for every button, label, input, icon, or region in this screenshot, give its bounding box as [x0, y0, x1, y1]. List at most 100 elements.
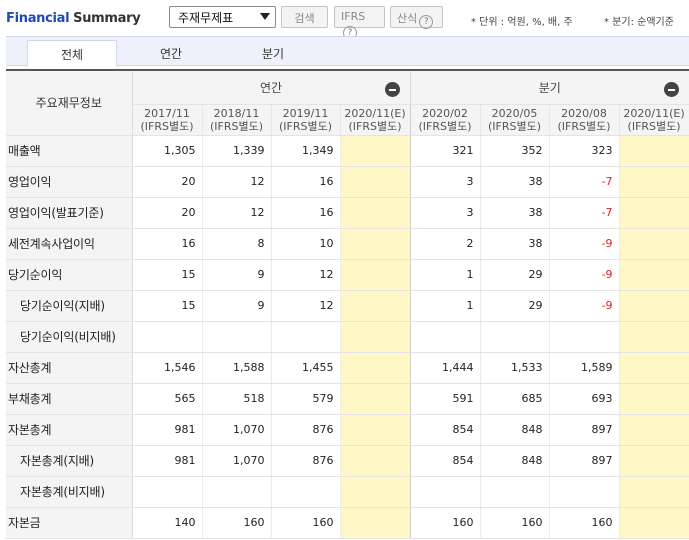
- table-cell: 12: [271, 259, 341, 291]
- table-cell: [340, 414, 411, 446]
- basis-label: (IFRS별도): [488, 119, 542, 133]
- tab-all[interactable]: 전체: [27, 40, 117, 67]
- table-cell: [340, 476, 411, 508]
- table-cell: 876: [271, 414, 341, 446]
- collapse-annual-icon[interactable]: [384, 82, 400, 97]
- table-cell: 160: [410, 507, 481, 539]
- table-cell: 1: [410, 259, 481, 291]
- table-cell: [340, 259, 411, 291]
- table-cell: 352: [480, 135, 550, 167]
- table-cell: [549, 321, 620, 353]
- table-row: 당기순이익(비지배): [6, 321, 689, 353]
- period-label: 2020/11(E): [623, 106, 685, 120]
- table-cell: 876: [271, 445, 341, 477]
- table-cell: 848: [480, 445, 550, 477]
- table-cell: 12: [271, 290, 341, 322]
- table-cell: 12: [202, 197, 272, 229]
- collapse-quarterly-icon[interactable]: [664, 82, 680, 97]
- ifrs-button[interactable]: IFRS?: [334, 6, 385, 40]
- period-column-header: 2020/11(E) (IFRS별도): [340, 104, 411, 136]
- table-cell: 591: [410, 383, 481, 415]
- table-row: 자본총계 981 1,070 876 854 848 897: [6, 414, 689, 446]
- table-cell: [202, 476, 272, 508]
- table-cell: 565: [132, 383, 203, 415]
- table-cell: [619, 476, 689, 508]
- table-cell: [340, 352, 411, 384]
- period-label: 2018/11: [213, 106, 260, 120]
- row-label: 자산총계: [6, 352, 133, 384]
- table-cell: 16: [271, 197, 341, 229]
- quarter-basis-note: * 분기: 순액기준: [604, 17, 674, 28]
- summary-header: Financial Summary 주재무제표 검색 IFRS? 산식? * 단…: [0, 0, 689, 40]
- period-column-header: 2020/05 (IFRS별도): [480, 104, 550, 136]
- table-cell: 16: [271, 166, 341, 198]
- chevron-down-icon: [260, 13, 270, 20]
- search-button[interactable]: 검색: [281, 6, 328, 28]
- annual-group-label: 연간: [259, 80, 283, 95]
- table-cell: 323: [549, 135, 620, 167]
- table-cell: 321: [410, 135, 481, 167]
- unit-note: * 단위 : 억원, %, 배, 주: [471, 17, 573, 28]
- table-cell: [619, 383, 689, 415]
- period-label: 2020/02: [422, 106, 468, 120]
- table-cell: 1,589: [549, 352, 620, 384]
- table-cell: [202, 321, 272, 353]
- row-label: 부채총계: [6, 383, 133, 415]
- table-cell: [549, 476, 620, 508]
- table-cell: 1,349: [271, 135, 341, 167]
- table-row: 세전계속사업이익 16 8 10 2 38 -9: [6, 228, 689, 260]
- row-label: 자본금: [6, 507, 133, 539]
- statement-type-select[interactable]: 주재무제표: [169, 6, 276, 28]
- table-row: 자본총계(비지배): [6, 476, 689, 508]
- statement-type-value: 주재무제표: [178, 11, 234, 25]
- basis-label: (IFRS별도): [348, 119, 402, 133]
- table-cell: 9: [202, 290, 272, 322]
- period-column-header: 2017/11 (IFRS별도): [132, 104, 203, 136]
- period-tabs: 전체 연간 분기: [6, 36, 689, 67]
- section-title: Financial Summary: [6, 11, 141, 26]
- table-cell: 160: [480, 507, 550, 539]
- table-cell: -7: [549, 197, 620, 229]
- basis-label: (IFRS별도): [209, 119, 264, 133]
- table-cell: 12: [202, 166, 272, 198]
- table-cell: 10: [271, 228, 341, 260]
- title-summary: Summary: [73, 11, 141, 26]
- row-label: 영업이익: [6, 166, 133, 198]
- table-cell: 1,588: [202, 352, 272, 384]
- period-column-header: 2020/02 (IFRS별도): [410, 104, 481, 136]
- period-column-header: 2020/08 (IFRS별도): [549, 104, 620, 136]
- tab-annual[interactable]: 연간: [159, 47, 183, 61]
- table-cell: 29: [480, 259, 550, 291]
- table-cell: 160: [271, 507, 341, 539]
- table-cell: [340, 228, 411, 260]
- table-cell: 1,444: [410, 352, 481, 384]
- period-label: 2020/11(E): [344, 106, 406, 120]
- table-cell: [340, 321, 411, 353]
- table-cell: 160: [202, 507, 272, 539]
- basis-label: (IFRS별도): [557, 119, 611, 133]
- table-cell: [619, 290, 689, 322]
- table-row: 매출액 1,305 1,339 1,349 321 352 323: [6, 135, 689, 167]
- table-cell: [340, 135, 411, 167]
- quarterly-group-header: 분기: [410, 71, 689, 105]
- table-cell: [619, 135, 689, 167]
- table-cell: 693: [549, 383, 620, 415]
- table-cell: 8: [202, 228, 272, 260]
- table-cell: 2: [410, 228, 481, 260]
- table-cell: [271, 476, 341, 508]
- table-cell: 20: [132, 197, 203, 229]
- table-cell: 1,455: [271, 352, 341, 384]
- table-cell: 1,305: [132, 135, 203, 167]
- table-cell: [340, 290, 411, 322]
- table-cell: 20: [132, 166, 203, 198]
- table-cell: 518: [202, 383, 272, 415]
- tab-quarterly[interactable]: 분기: [261, 47, 285, 61]
- basis-label: (IFRS별도): [418, 119, 472, 133]
- basis-label: (IFRS별도): [140, 119, 194, 133]
- table-cell: 854: [410, 445, 481, 477]
- row-label: 자본총계(지배): [6, 445, 133, 477]
- table-cell: 3: [410, 166, 481, 198]
- formula-button[interactable]: 산식?: [390, 6, 443, 29]
- table-cell: [340, 445, 411, 477]
- table-cell: [132, 476, 203, 508]
